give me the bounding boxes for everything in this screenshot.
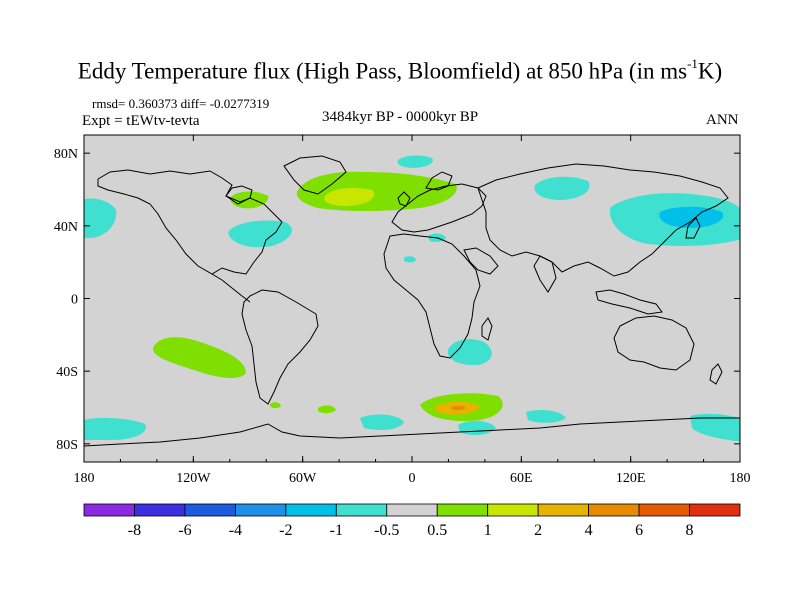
anomaly-antarctic-negative-2 bbox=[360, 414, 404, 430]
anomaly-antarctic-negative-1 bbox=[84, 417, 146, 440]
coastlines bbox=[84, 155, 740, 447]
coastline-antarctica bbox=[84, 417, 740, 447]
coastline-greenland bbox=[283, 155, 347, 195]
legend-swatch bbox=[83, 503, 135, 517]
legend-label: -0.5 bbox=[374, 522, 399, 539]
coastline-south-america bbox=[241, 289, 319, 405]
coastline-british-isles bbox=[397, 191, 411, 207]
stats-text: rmsd= 0.360373 diff= -0.0277319 bbox=[92, 96, 270, 111]
lon-label: 120W bbox=[176, 471, 211, 486]
anomaly-hudson-positive bbox=[230, 191, 269, 209]
legend-swatch bbox=[537, 503, 590, 517]
anomaly-southern-ocean-peak bbox=[450, 405, 466, 411]
legend-label: 2 bbox=[534, 522, 542, 539]
coastline-indonesia bbox=[595, 289, 663, 315]
legend-label: -8 bbox=[128, 522, 141, 539]
legend-label: 8 bbox=[686, 522, 694, 539]
lon-label: 60W bbox=[289, 471, 317, 486]
lon-label: 60E bbox=[510, 471, 533, 486]
anomaly-antarctic-positive-2 bbox=[270, 402, 281, 409]
legend-label: -4 bbox=[229, 522, 242, 539]
legend-swatch bbox=[588, 503, 640, 517]
legend-swatch bbox=[285, 503, 337, 517]
legend-swatch bbox=[638, 503, 690, 517]
lon-label: 180 bbox=[74, 471, 95, 486]
legend-label: -2 bbox=[279, 522, 292, 539]
coastline-north-america bbox=[97, 169, 283, 275]
legend-swatch bbox=[386, 503, 438, 517]
lon-label: 120E bbox=[616, 471, 646, 486]
coastline-madagascar bbox=[481, 317, 493, 341]
coastline-asia bbox=[477, 163, 729, 277]
legend-swatch bbox=[134, 503, 186, 517]
lat-label: 80N bbox=[54, 147, 78, 162]
anomaly-arctic-negative bbox=[397, 155, 433, 168]
coastline-central-america bbox=[211, 273, 251, 303]
experiment-label: Expt = tEWtv-tevta bbox=[82, 113, 200, 129]
anomaly-north-atlantic-core bbox=[324, 188, 375, 206]
plot-title: Eddy Temperature flux (High Pass, Bloomf… bbox=[77, 56, 723, 84]
legend-swatch bbox=[184, 503, 236, 517]
lat-label: 40N bbox=[54, 220, 78, 235]
lat-label: 40S bbox=[56, 365, 78, 380]
anomaly-south-africa-negative bbox=[447, 339, 492, 366]
legend-label: 0.5 bbox=[427, 522, 447, 539]
lat-label: 0 bbox=[71, 293, 78, 308]
legend-swatch bbox=[436, 503, 489, 517]
legend-swatch bbox=[335, 503, 388, 517]
anomaly-us-east-negative bbox=[228, 220, 292, 248]
legend-label: -6 bbox=[178, 522, 191, 539]
coastline-arabia bbox=[463, 247, 499, 275]
legend-label: 6 bbox=[635, 522, 643, 539]
legend-label: 1 bbox=[484, 522, 492, 539]
coastline-africa bbox=[383, 233, 481, 359]
legend-swatch bbox=[234, 503, 287, 517]
coastline-india bbox=[533, 255, 557, 293]
legend-label: -1 bbox=[330, 522, 343, 539]
lon-label: 180 bbox=[730, 471, 751, 486]
anomaly-fields bbox=[84, 155, 740, 442]
legend-swatch bbox=[487, 503, 539, 517]
map-axes: 80N 40N 0 40S 80S 180 120W 60W 0 60E 120E 180 bbox=[54, 135, 751, 486]
coastline-japan bbox=[685, 217, 701, 239]
period-label: 3484kyr BP - 0000kyr BP bbox=[322, 109, 479, 125]
season-label: ANN bbox=[706, 112, 739, 128]
anomaly-dateline-negative bbox=[84, 198, 117, 238]
anomaly-siberia-negative bbox=[534, 176, 590, 200]
coastline-australia bbox=[613, 315, 695, 371]
anomaly-antarctic-negative-5 bbox=[526, 410, 566, 423]
coastline-hudson-bay bbox=[225, 185, 253, 203]
lon-label: 0 bbox=[409, 471, 416, 486]
coastline-new-zealand bbox=[709, 363, 723, 385]
coastline-scandinavia bbox=[425, 171, 453, 191]
legend-label: 4 bbox=[585, 522, 593, 539]
anomaly-antarctic-positive bbox=[318, 405, 336, 414]
anomaly-antarctic-negative-4 bbox=[690, 413, 740, 442]
color-legend: -8 -6 -4 -2 -1 -0.5 0.5 1 2 4 6 8 bbox=[83, 503, 741, 539]
anomaly-south-pacific-positive bbox=[152, 337, 246, 378]
anomaly-north-pacific-core bbox=[659, 206, 724, 228]
coastline-europe bbox=[391, 183, 487, 233]
anomaly-africa-patch-negative bbox=[404, 256, 416, 263]
lat-label: 80S bbox=[56, 438, 78, 453]
legend-swatch bbox=[689, 503, 741, 517]
